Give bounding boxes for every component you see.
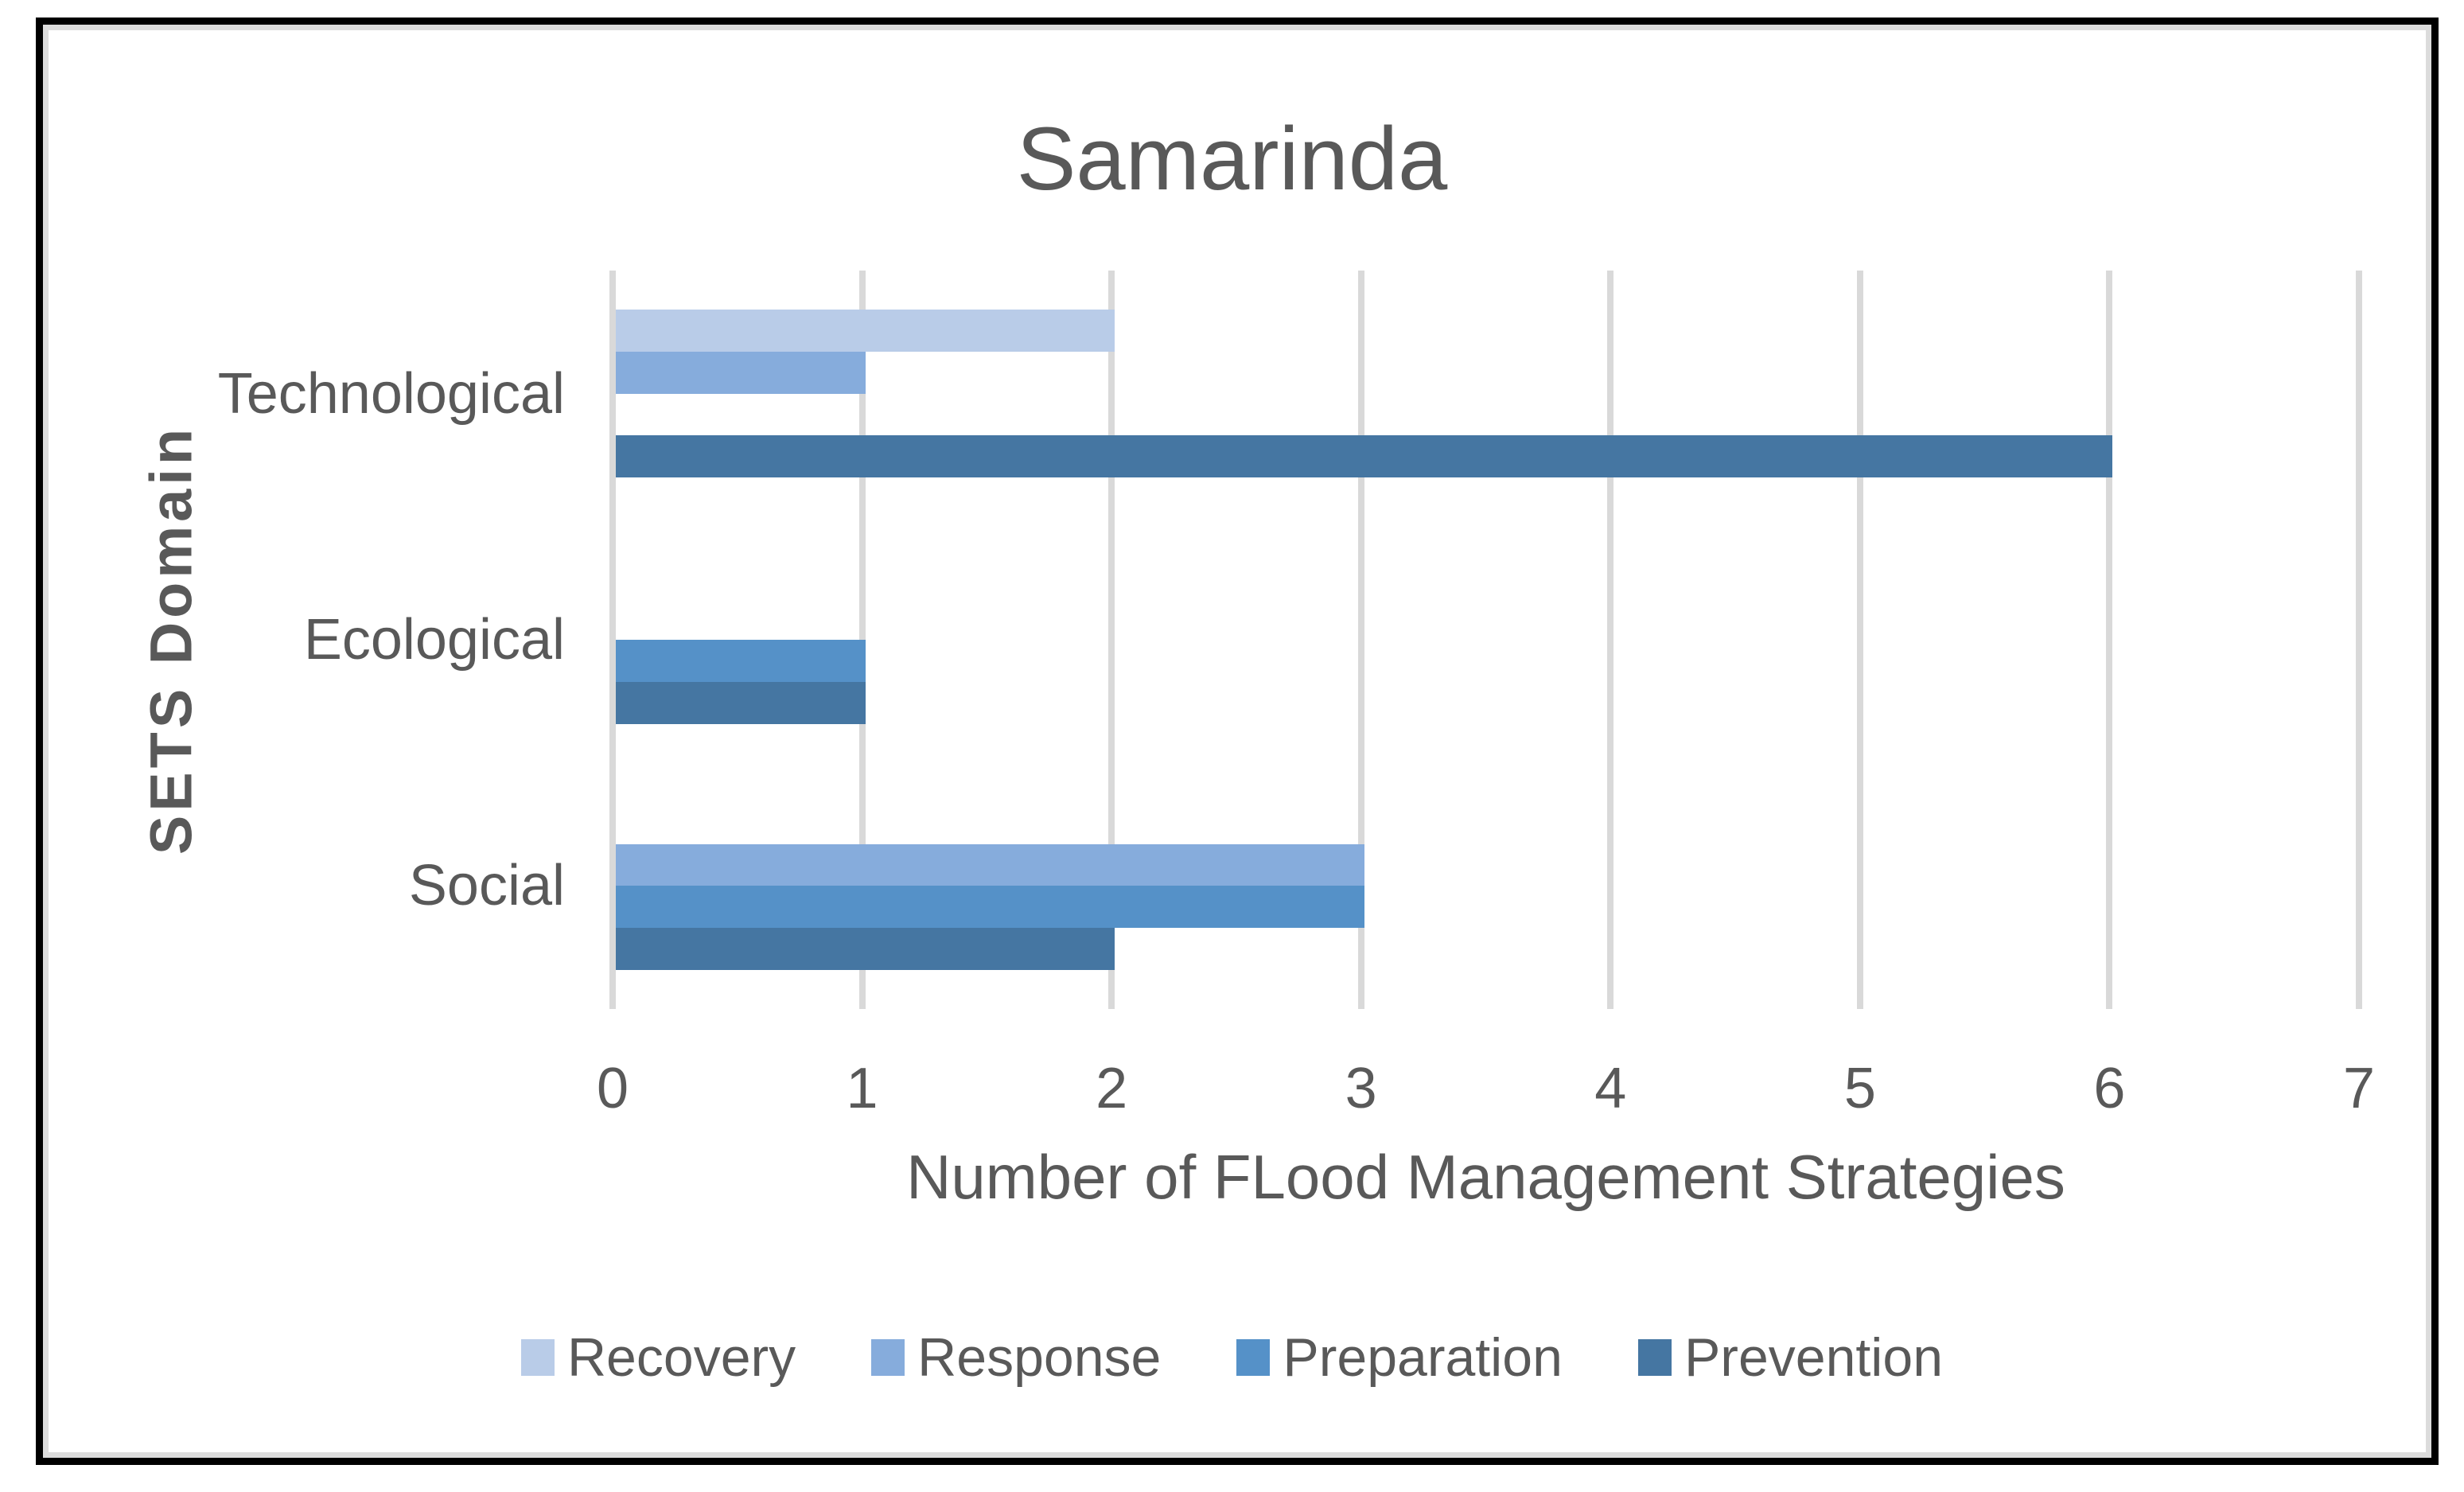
legend-label-preparation: Preparation: [1283, 1327, 1563, 1388]
bar-prevention-ecological: [616, 681, 866, 724]
bar-response-technological: [616, 351, 866, 394]
legend-item-recovery: Recovery: [520, 1327, 796, 1388]
gridline-x-3: [1357, 271, 1364, 1009]
legend-item-preparation: Preparation: [1236, 1330, 1563, 1385]
outer-border-frame: [36, 18, 2439, 1465]
bar-preparation-ecological: [616, 640, 866, 682]
x-axis-title: Number of FLood Management Strategies: [906, 1142, 2065, 1212]
legend-label-recovery: Recovery: [566, 1327, 796, 1388]
gridline-x-4: [1607, 271, 1614, 1009]
x-tick-label-2: 2: [1096, 1057, 1128, 1120]
legend-label-response: Response: [917, 1327, 1162, 1388]
x-tick-label-4: 4: [1594, 1057, 1627, 1120]
y-category-label-ecological: Ecological: [303, 608, 565, 672]
bar-preparation-social: [616, 886, 1364, 929]
legend-item-response: Response: [871, 1330, 1161, 1385]
legend-swatch-preparation: [1236, 1339, 1271, 1376]
gridline-x-5: [1856, 271, 1863, 1009]
bar-prevention-social: [616, 928, 1115, 970]
gridline-x-2: [1108, 271, 1115, 1009]
legend-item-prevention: Prevention: [1637, 1327, 1944, 1388]
x-tick-label-6: 6: [2093, 1057, 2126, 1120]
y-category-label-social: Social: [408, 854, 565, 918]
x-tick-label-1: 1: [846, 1057, 878, 1120]
legend-label-prevention: Prevention: [1684, 1327, 1944, 1388]
chart-title: Samarinda: [1016, 109, 1448, 208]
legend-swatch-prevention: [1637, 1339, 1672, 1376]
legend: Recovery Response Preparation Prevention: [0, 1330, 2464, 1385]
gridline-x-6: [2106, 271, 2113, 1009]
x-tick-label-3: 3: [1345, 1057, 1377, 1120]
legend-swatch-response: [871, 1339, 905, 1376]
y-category-label-technological: Technological: [217, 361, 565, 426]
x-tick-label-0: 0: [596, 1057, 629, 1120]
legend-swatch-recovery: [520, 1339, 555, 1376]
plot-area: [609, 271, 2362, 1009]
bar-recovery-technological: [616, 310, 1115, 352]
x-tick-label-7: 7: [2342, 1057, 2376, 1120]
x-tick-label-5: 5: [1843, 1057, 1876, 1120]
bar-prevention-technological: [616, 435, 2113, 478]
gridline-x-0: [609, 271, 616, 1009]
inner-border-line: [43, 25, 2431, 1458]
gridline-x-7: [2356, 271, 2362, 1009]
bar-response-social: [616, 843, 1364, 886]
